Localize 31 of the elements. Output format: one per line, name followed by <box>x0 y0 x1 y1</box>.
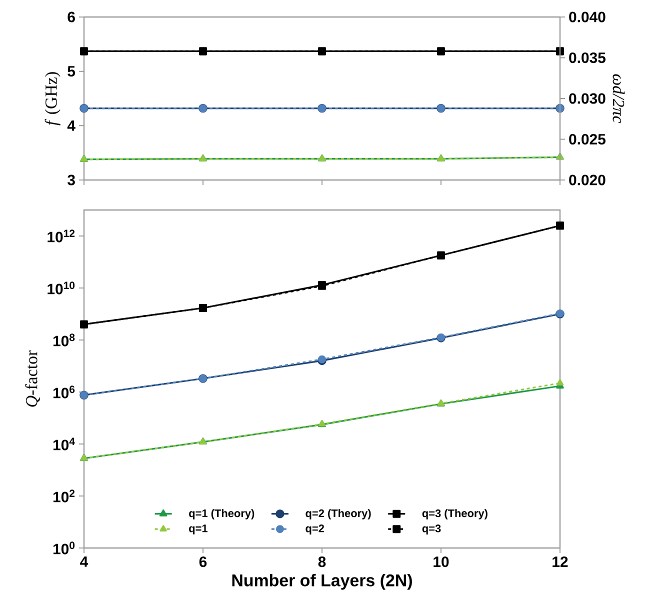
y2-tick-label: 0.035 <box>569 52 606 64</box>
y2-tick-label: 0.025 <box>569 134 606 145</box>
y2-tick-label: 0.030 <box>569 93 606 104</box>
y-tick-label: 6 <box>68 12 75 22</box>
y-tick-label: 10$^{0}$ <box>53 542 75 554</box>
x-axis-title: Number of Layers (2N) <box>232 574 412 590</box>
x-tick-label: 10 <box>434 556 449 568</box>
y-tick-label: 10$^{12}$ <box>48 230 75 242</box>
x-tick-label: 4 <box>80 556 88 567</box>
y-tick-label: 10$^{10}$ <box>48 282 75 294</box>
legend-label: q=3 (Theory) <box>422 509 488 520</box>
y-tick-label: 10$^{4}$ <box>53 438 75 450</box>
legend-label: q=2 <box>306 524 324 534</box>
x-tick-label: 6 <box>199 556 207 568</box>
y-tick-label: 4 <box>67 120 76 131</box>
y2-tick-label: 0.040 <box>569 12 606 22</box>
y2-axis-title: ωd/2πc <box>612 74 625 124</box>
legend-label: q=1 (Theory) <box>189 509 254 520</box>
y2-tick-label: 0.020 <box>569 174 606 186</box>
legend-label: q=2 (Theory) <box>306 509 371 520</box>
y-tick-label: 5 <box>68 66 76 77</box>
legend-label: q=3 <box>422 524 441 534</box>
y-tick-label: 10$^{2}$ <box>53 490 75 502</box>
y-tick-label: 10$^{8}$ <box>53 334 75 346</box>
legend-label: q=1 <box>189 524 208 534</box>
y-tick-label: 3 <box>68 174 75 186</box>
x-tick-label: 8 <box>318 556 326 568</box>
x-tick-label: 12 <box>552 556 568 567</box>
y-axis-title: f (GHz) <box>44 72 60 126</box>
y-tick-label: 10$^{6}$ <box>53 386 75 398</box>
y-axis-title: Q-factor <box>25 350 40 407</box>
